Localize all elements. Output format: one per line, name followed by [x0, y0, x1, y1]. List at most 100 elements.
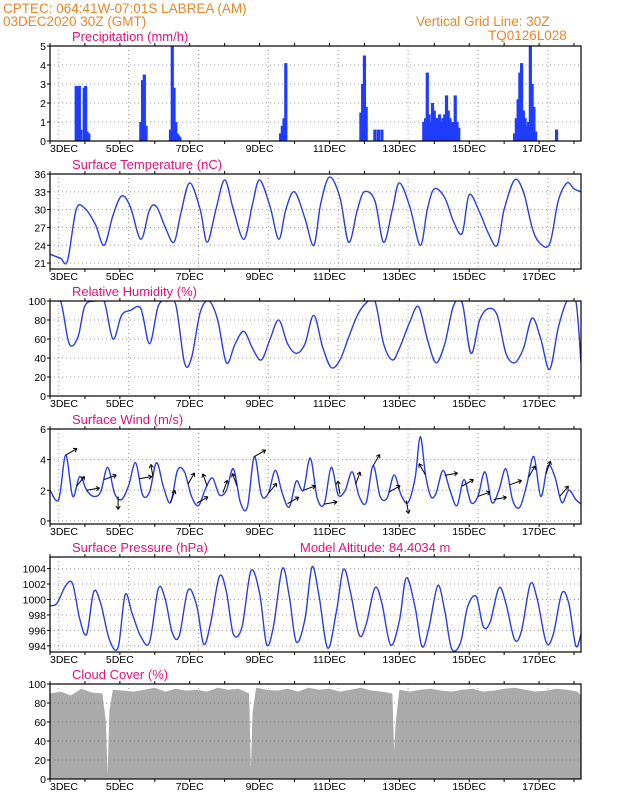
x-tick-label: 15DEC: [452, 398, 486, 410]
y-tick-label: 4: [40, 455, 46, 467]
y-tick-label: 6: [40, 424, 46, 436]
x-tick-label: 17DEC: [522, 781, 556, 793]
wind-arrow: [559, 485, 569, 497]
x-tick-label: 9DEC: [246, 781, 274, 793]
wind-arrow: [337, 480, 341, 494]
precip-bar: [530, 84, 534, 141]
panel-5: 994 996 998 1000 1002 1004 3DEC 5DEC 7DEC 9DEC 11D…: [23, 540, 581, 666]
wind-speed-line: [50, 435, 581, 512]
x-tick-label: 5DEC: [106, 654, 134, 666]
wind-arrow-head: [80, 476, 86, 481]
x-tick-label: 7DEC: [176, 654, 204, 666]
x-tick-label: 17DEC: [522, 398, 556, 410]
precip-bar: [423, 118, 428, 141]
wind-arrow: [444, 472, 458, 476]
header-model-code: TQ0126L028: [488, 28, 567, 43]
precip-bar: [75, 87, 80, 141]
y-tick-label: 996: [28, 625, 46, 637]
y-tick-label: 40: [34, 736, 46, 748]
wind-arrow: [86, 487, 100, 491]
wind-arrow-head: [333, 499, 338, 505]
precip-bar: [79, 129, 83, 141]
x-tick-label: 9DEC: [246, 271, 274, 283]
x-tick-label: 13DEC: [382, 398, 416, 410]
x-tick-label: 9DEC: [246, 398, 274, 410]
model-altitude-label: Model Altitude: 84.4034 m: [300, 540, 450, 555]
x-tick-label: 17DEC: [522, 143, 556, 155]
wind-arrow-head: [231, 473, 236, 478]
wind-arrow: [150, 464, 154, 478]
precip-bar: [170, 46, 174, 141]
x-tick-label: 9DEC: [246, 143, 274, 155]
x-tick-label: 11DEC: [313, 526, 346, 538]
wind-arrow-head: [311, 484, 316, 490]
wind-arrow-head: [405, 509, 411, 514]
cloud-cover-area: [50, 687, 581, 779]
wind-arrow: [355, 471, 361, 485]
y-tick-label: 100: [28, 679, 46, 691]
precip-bar: [523, 118, 527, 141]
x-tick-label: 3DEC: [50, 271, 78, 283]
x-tick-label: 3DEC: [50, 654, 78, 666]
x-tick-label: 15DEC: [452, 143, 486, 155]
temperature-line: [50, 176, 581, 265]
precip-bar: [446, 110, 450, 141]
panel-2-border: [49, 173, 582, 270]
x-tick-label: 5DEC: [106, 781, 134, 793]
precip-bar: [451, 122, 456, 141]
y-tick-label: 0: [40, 391, 46, 403]
y-tick-label: 24: [34, 240, 46, 252]
y-tick-label: 100: [28, 296, 46, 308]
wind-arrow: [528, 465, 536, 478]
header-grid-line: Vertical Grid Line: 30Z: [416, 14, 550, 29]
precip-bar: [525, 125, 529, 141]
precip-bar: [364, 106, 368, 141]
wind-arrow-head: [517, 479, 522, 484]
x-tick-label: 3DEC: [50, 526, 78, 538]
y-tick-label: 1002: [23, 579, 47, 591]
x-tick-label: 9DEC: [246, 654, 274, 666]
y-tick-label: 0: [40, 774, 46, 786]
precip-bar: [77, 85, 81, 141]
precip-bar: [144, 125, 148, 141]
x-tick-label: 3DEC: [50, 781, 78, 793]
wind-arrow: [170, 490, 176, 503]
precip-bar: [278, 133, 283, 141]
y-tick-label: 30: [34, 205, 46, 217]
wind-arrow: [372, 454, 381, 467]
wind-arrow: [461, 479, 474, 487]
precip-bar: [432, 110, 436, 141]
panel-title: Relative Humidity (%): [72, 284, 197, 299]
wind-arrow-head: [486, 490, 491, 496]
precip-bar: [430, 103, 435, 141]
x-tick-label: 11DEC: [313, 143, 346, 155]
x-tick-label: 5DEC: [106, 271, 134, 283]
x-tick-label: 17DEC: [522, 654, 556, 666]
precip-bar: [139, 122, 143, 141]
wind-arrow: [202, 473, 208, 487]
panel-4-border: [49, 428, 582, 525]
y-tick-label: 0: [40, 516, 46, 528]
precip-bar: [434, 118, 438, 141]
precip-bar: [373, 129, 377, 141]
precip-bar: [554, 129, 559, 141]
panel-title: Precipitation (mm/h): [72, 29, 188, 44]
precip-bar: [85, 131, 89, 141]
wind-arrow: [405, 500, 410, 514]
panel-3-border: [49, 300, 582, 397]
wind-arrow: [303, 485, 316, 491]
wind-arrow-head: [95, 486, 100, 492]
precip-bar: [361, 84, 365, 141]
panel-title: Surface Temperature (nC): [72, 157, 222, 172]
y-tick-label: 40: [34, 353, 46, 365]
wind-arrow-head: [223, 479, 229, 485]
wind-arrow: [187, 472, 195, 485]
y-tick-label: 1000: [23, 594, 47, 606]
precip-bar: [359, 112, 363, 141]
panel-6-border: [49, 683, 582, 780]
y-tick-label: 2: [40, 485, 46, 497]
x-tick-label: 11DEC: [313, 398, 346, 410]
precip-bar: [453, 95, 457, 141]
precip-bar: [172, 87, 176, 141]
wind-arrow-head: [396, 485, 401, 490]
